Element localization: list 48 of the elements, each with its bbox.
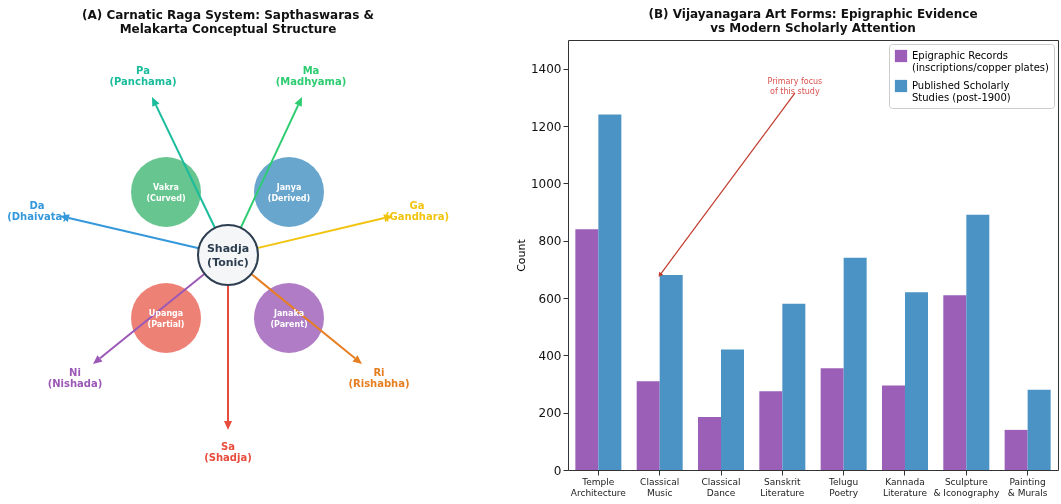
x-tick-label: Sculpture & Iconography (933, 476, 1000, 498)
text: Ga (Gandhara) (385, 200, 449, 222)
y-tick-label: 1000 (530, 176, 562, 191)
bar (721, 349, 745, 470)
y-tick-label: 200 (538, 406, 562, 421)
x-tick-label: Classical Dance (701, 476, 741, 498)
bar (904, 292, 928, 470)
text: Janya (Derived) (267, 183, 311, 203)
y-tick-label: 0 (553, 463, 562, 478)
bar (659, 275, 683, 470)
y-tick-label: 600 (538, 291, 562, 306)
bar (820, 368, 844, 470)
text: Da (Dhaivata) (7, 200, 67, 222)
chart-title: (B) Vijayanagara Art Forms: Epigraphic Evidence vs Modern Scholarly Attention (648, 7, 978, 35)
bar (881, 385, 905, 470)
bar (698, 416, 722, 470)
legend-label: Epigraphic Records (inscriptions/copper plates) (912, 50, 1049, 73)
y-axis-title: Count (514, 238, 528, 272)
text: (A) Carnatic Raga System: Sapthaswaras & Melakarta Conceptual Structure (81, 8, 375, 36)
text: Shadja (Tonic) (206, 242, 250, 269)
bar (1004, 429, 1028, 470)
text: Ri (Rishabha) (348, 367, 410, 389)
bar (598, 114, 622, 470)
x-tick-label: Temple Architecture (570, 476, 627, 498)
x-tick-label: Kannada Literature (882, 476, 928, 498)
x-tick-label: Classical Music (640, 476, 680, 498)
bar (759, 391, 783, 470)
bar (1027, 389, 1051, 470)
bar (966, 214, 990, 470)
x-tick-label: Telugu Poetry (828, 476, 859, 498)
annotation: Primary focus of this study (767, 77, 823, 97)
bar (943, 295, 967, 470)
legend-label: Published Scholarly Studies (post-1900) (912, 80, 1011, 103)
y-tick-label: 400 (538, 348, 562, 363)
text: Pa (Panchama) (109, 65, 177, 87)
x-tick-label: Painting & Murals (1007, 476, 1048, 498)
text: Ni (Nishada) (47, 367, 103, 389)
text: Vakra (Curved) (146, 183, 186, 203)
text: Sa (Shadja) (204, 441, 252, 463)
bar (843, 257, 867, 470)
bar (636, 381, 660, 470)
y-tick-label: 1400 (530, 62, 562, 77)
y-tick-label: 800 (538, 234, 562, 249)
bar (782, 303, 806, 470)
x-tick-label: Sanskrit Literature (760, 476, 805, 498)
y-tick-label: 1200 (530, 119, 562, 134)
bar (575, 229, 599, 470)
text: Ma (Madhyama) (275, 65, 347, 87)
